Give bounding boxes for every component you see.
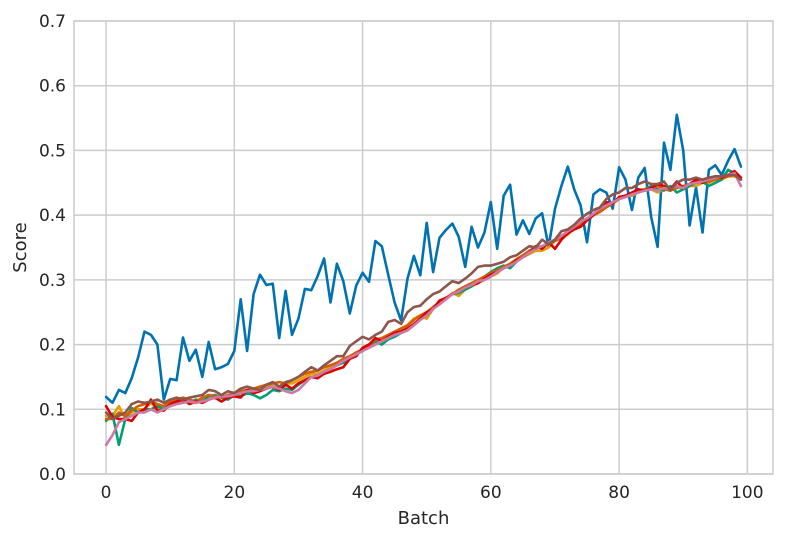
y-tick-label: 0.4 — [39, 206, 66, 226]
series-line-6 — [104, 173, 743, 421]
series-line-4 — [104, 169, 743, 423]
x-gridlines — [105, 21, 749, 474]
y-gridlines — [74, 20, 773, 475]
x-tick-label: 60 — [480, 483, 502, 503]
y-tick-label: 0.5 — [39, 141, 66, 161]
y-tick-label: 0.6 — [39, 77, 66, 97]
x-tick-label: 0 — [101, 483, 112, 503]
y-tick-label: 0.3 — [39, 271, 66, 291]
y-tick-label: 0.7 — [39, 12, 66, 32]
series-line-3 — [104, 173, 743, 421]
series-line-0 — [104, 113, 743, 405]
series-lines — [104, 113, 743, 447]
x-tick-label: 100 — [731, 483, 763, 503]
y-tick-label: 0.0 — [39, 465, 66, 485]
y-axis-label: Score — [10, 222, 31, 272]
x-axis-label: Batch — [398, 508, 450, 529]
y-tick-label: 0.1 — [39, 400, 66, 420]
y-tick-labels: 0.0 0.1 0.2 0.3 0.4 0.5 0.6 0.7 — [39, 12, 66, 485]
x-tick-label: 40 — [352, 483, 374, 503]
x-tick-labels: 0 20 40 60 80 100 — [101, 483, 764, 503]
y-tick-label: 0.2 — [39, 336, 66, 356]
x-tick-label: 80 — [608, 483, 630, 503]
series-line-1 — [104, 175, 743, 421]
x-tick-label: 20 — [224, 483, 246, 503]
series-line-5 — [104, 171, 743, 447]
plot-frame — [73, 20, 774, 475]
